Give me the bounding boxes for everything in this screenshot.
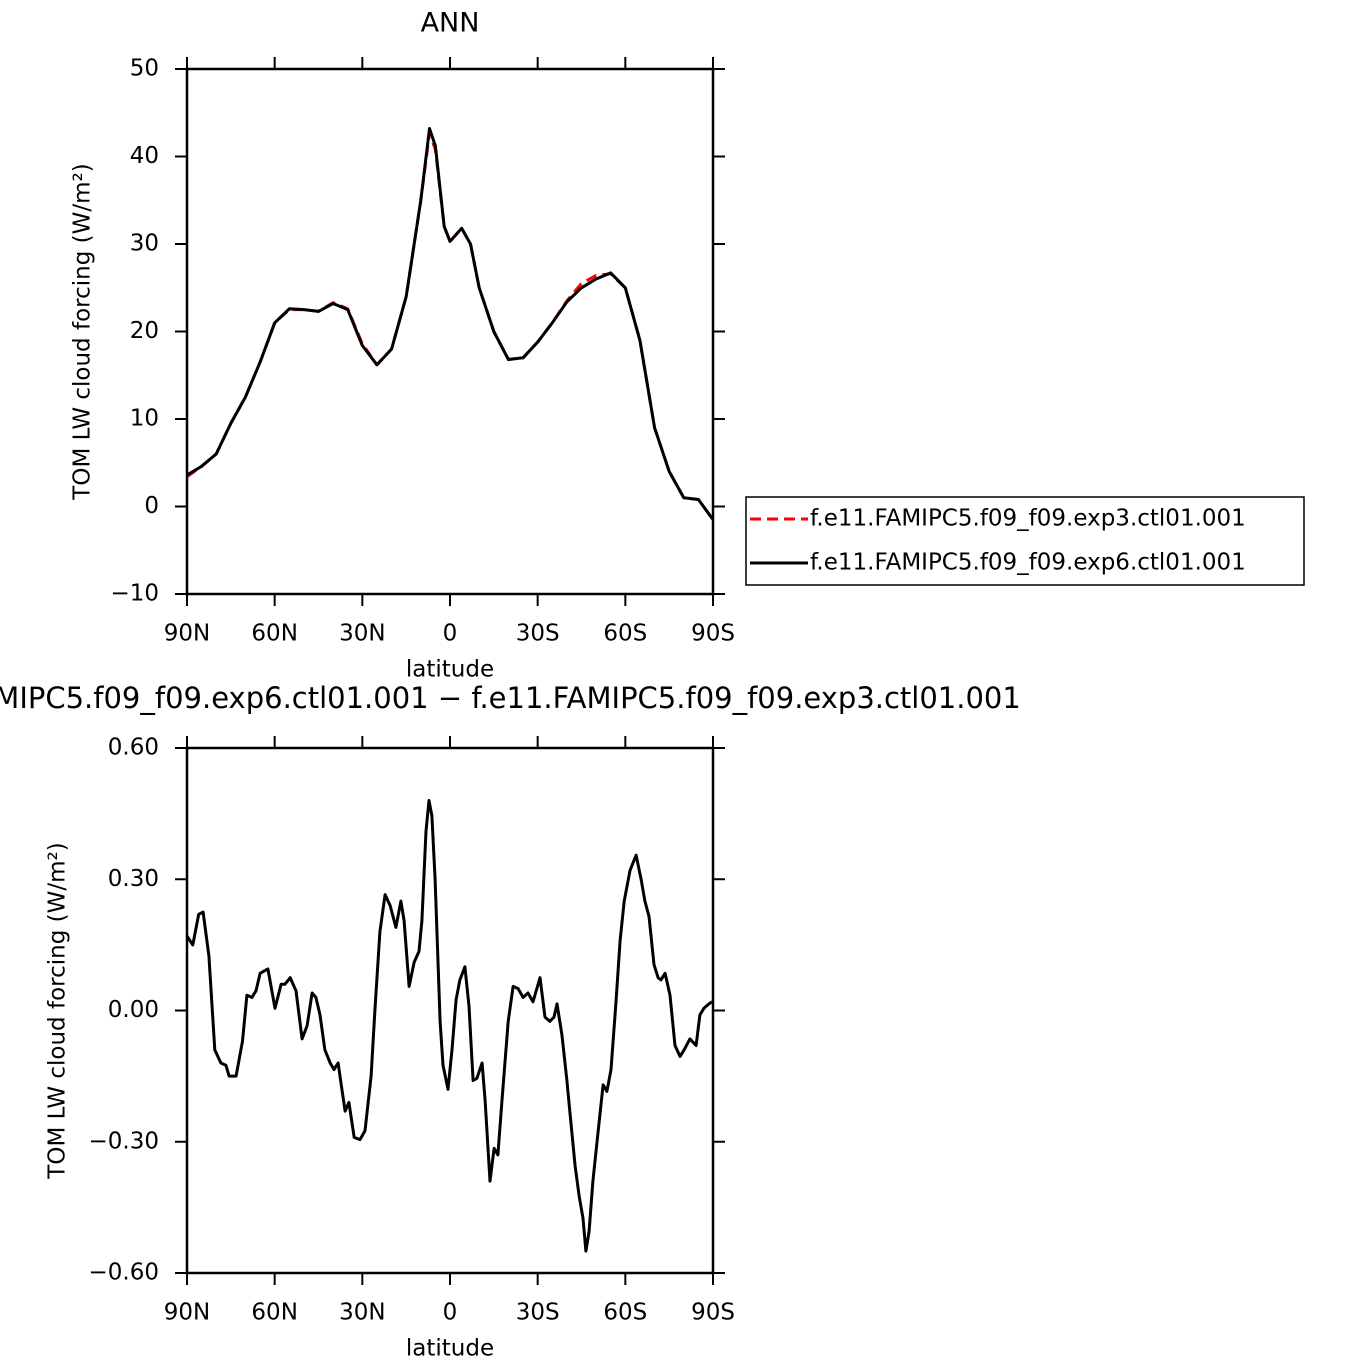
plot-frame [185,67,715,596]
x-tick-label: 0 [443,621,458,647]
y-tick-label: −10 [110,581,159,607]
x-tick-label: 30N [339,621,385,647]
line-series [186,131,715,521]
y-tick-label: 30 [130,231,159,257]
x-tick-label: 30S [516,1300,560,1326]
x-tick-label: 60N [251,621,297,647]
x-axis-label: latitude [406,1336,494,1362]
x-tick-label: 0 [443,1300,458,1326]
y-axis-label: TOM LW cloud forcing (W/m²) [45,842,71,1179]
x-tick-label: 30S [516,621,560,647]
x-tick-label: 90N [164,1300,210,1326]
x-axis-label: latitude [406,657,494,683]
x-tick-label: 90S [691,1300,735,1326]
y-tick-label: 0.00 [108,997,159,1023]
x-tick-label: 60S [603,1300,647,1326]
plot-frame [185,746,715,1275]
x-tick-label: 60S [603,621,647,647]
y-tick-label: 40 [130,143,159,169]
y-tick-label: 50 [130,56,159,82]
y-tick-label: 0.30 [108,866,159,892]
y-tick-label: 0.60 [108,735,159,761]
line-series [185,799,713,1253]
y-tick-label: −0.60 [89,1260,159,1286]
legend-box [745,496,1305,586]
y-tick-label: 10 [130,406,159,432]
y-tick-label: 20 [130,318,159,344]
x-tick-label: 90S [691,621,735,647]
y-tick-label: −0.30 [89,1128,159,1154]
y-axis-label: TOM LW cloud forcing (W/m²) [70,163,96,500]
legend-label: f.e11.FAMIPC5.f09_f09.exp6.ctl01.001 [810,550,1246,576]
line-series [186,127,715,521]
y-tick-label: 0 [144,493,159,519]
legend: f.e11.FAMIPC5.f09_f09.exp3.ctl01.001 f.e1… [745,496,1305,586]
chart-title: ANN [421,8,480,39]
x-tick-label: 30N [339,1300,385,1326]
chart-title: f.e11.FAMIPC5.f09_f09.exp6.ctl01.001 − f… [0,681,1021,715]
x-tick-label: 90N [164,621,210,647]
legend-label: f.e11.FAMIPC5.f09_f09.exp3.ctl01.001 [810,506,1246,532]
x-tick-label: 60N [251,1300,297,1326]
